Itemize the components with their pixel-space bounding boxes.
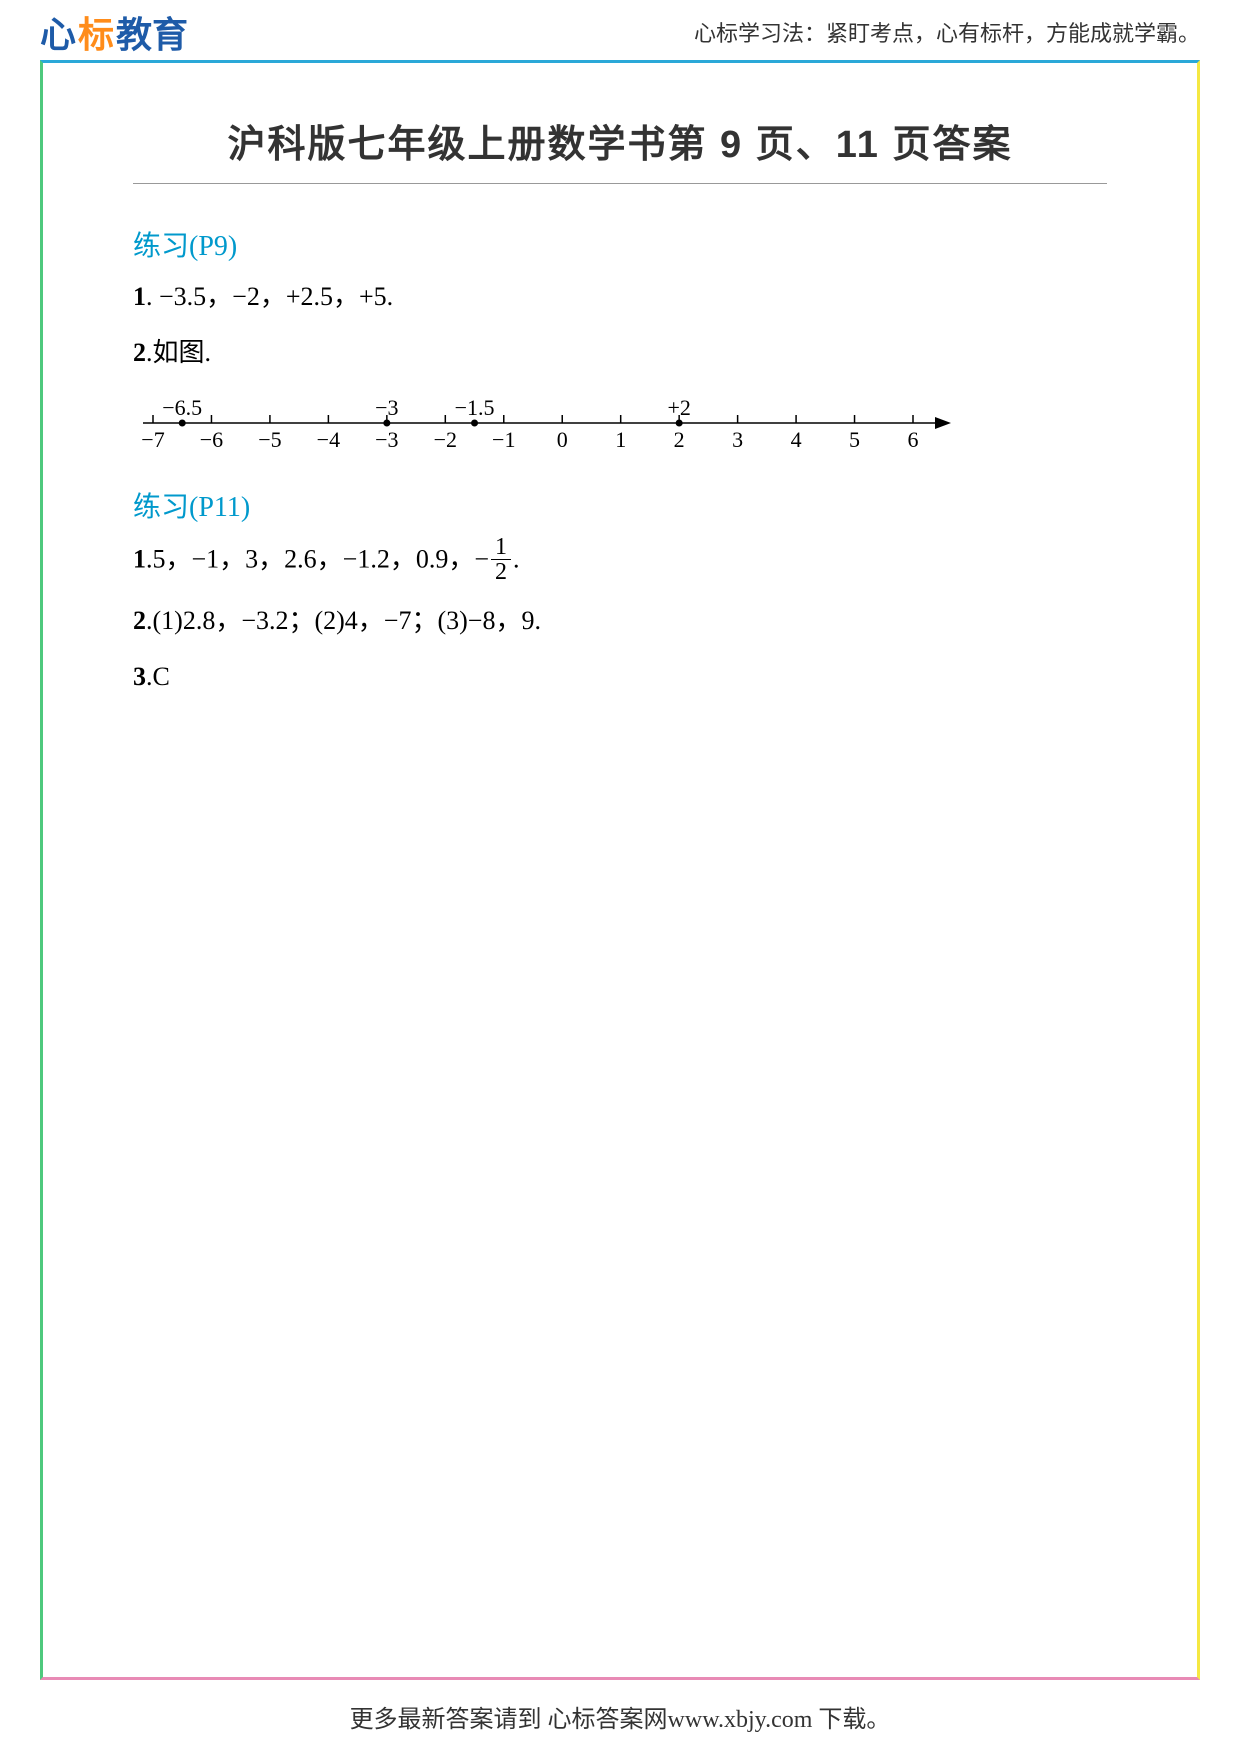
answer-p11-3: 3.C	[133, 656, 1107, 698]
answer-number: 1	[133, 282, 146, 311]
svg-text:3: 3	[732, 427, 743, 452]
answer-text-before: .5，−1，3，2.6，−1.2，0.9，−	[146, 545, 489, 574]
section-heading-p9: 练习(P9)	[133, 224, 1107, 264]
answer-text: .C	[146, 662, 170, 691]
svg-text:4: 4	[791, 427, 802, 452]
svg-text:−1: −1	[492, 427, 515, 452]
answer-p9-2: 2.如图.	[133, 332, 1107, 374]
answer-number: 2	[133, 338, 146, 367]
tagline: 心标学习法：紧盯考点，心有标杆，方能成就学霸。	[694, 16, 1200, 48]
svg-text:−6.5: −6.5	[162, 395, 202, 420]
section-p9: 练习(P9) 1. −3.5，−2，+2.5，+5. 2.如图. −7−6−5−…	[133, 224, 1107, 467]
answer-number: 2	[133, 606, 146, 635]
answer-text-after: .	[513, 545, 520, 574]
svg-text:−4: −4	[317, 427, 340, 452]
svg-text:−1.5: −1.5	[455, 395, 495, 420]
answer-number: 1	[133, 545, 146, 574]
answer-p11-2: 2.(1)2.8，−3.2；(2)4，−7；(3)−8，9.	[133, 600, 1107, 642]
section-heading-p11: 练习(P11)	[133, 485, 1107, 525]
number-line-svg: −7 −6 −5 −4 −3 −2 −1 0 1 2 3 4 5 6 −6.5 −3 −1.5 +2	[133, 387, 953, 462]
svg-text:−3: −3	[375, 395, 398, 420]
svg-text:+2: +2	[667, 395, 690, 420]
logo: 心 标 教育	[40, 6, 188, 58]
answer-p11-1: 1.5，−1，3，2.6，−1.2，0.9，−12.	[133, 537, 1107, 586]
svg-text:2: 2	[674, 427, 685, 452]
logo-part-1: 心	[40, 6, 76, 58]
footer: 更多最新答案请到 心标答案网www.xbjy.com 下载。	[0, 1699, 1240, 1734]
content-frame: 沪科版七年级上册数学书第 9 页、11 页答案 练习(P9) 1. −3.5，−…	[40, 60, 1200, 1680]
fraction-denominator: 2	[491, 560, 511, 584]
answer-number: 3	[133, 662, 146, 691]
answer-text: . −3.5，−2，+2.5，+5.	[146, 282, 393, 311]
svg-text:0: 0	[557, 427, 568, 452]
svg-text:1: 1	[615, 427, 626, 452]
number-line-diagram: −7 −6 −5 −4 −3 −2 −1 0 1 2 3 4 5 6 −6.5 −3 −1.5 +2	[133, 387, 1107, 467]
svg-text:−6: −6	[200, 427, 223, 452]
page-title: 沪科版七年级上册数学书第 9 页、11 页答案	[133, 113, 1107, 184]
svg-text:5: 5	[849, 427, 860, 452]
svg-text:−7: −7	[141, 427, 164, 452]
svg-text:−3: −3	[375, 427, 398, 452]
answer-text: .如图.	[146, 338, 211, 367]
svg-text:−2: −2	[434, 427, 457, 452]
answer-text: .(1)2.8，−3.2；(2)4，−7；(3)−8，9.	[146, 606, 541, 635]
fraction: 12	[491, 535, 511, 584]
answer-p9-1: 1. −3.5，−2，+2.5，+5.	[133, 276, 1107, 318]
svg-text:6: 6	[908, 427, 919, 452]
logo-part-2: 标	[78, 6, 114, 58]
fraction-numerator: 1	[491, 535, 511, 560]
svg-text:−5: −5	[258, 427, 281, 452]
section-p11: 练习(P11) 1.5，−1，3，2.6，−1.2，0.9，−12. 2.(1)…	[133, 485, 1107, 697]
header: 心 标 教育 心标学习法：紧盯考点，心有标杆，方能成就学霸。	[0, 0, 1240, 60]
logo-part-3: 教育	[116, 6, 188, 58]
